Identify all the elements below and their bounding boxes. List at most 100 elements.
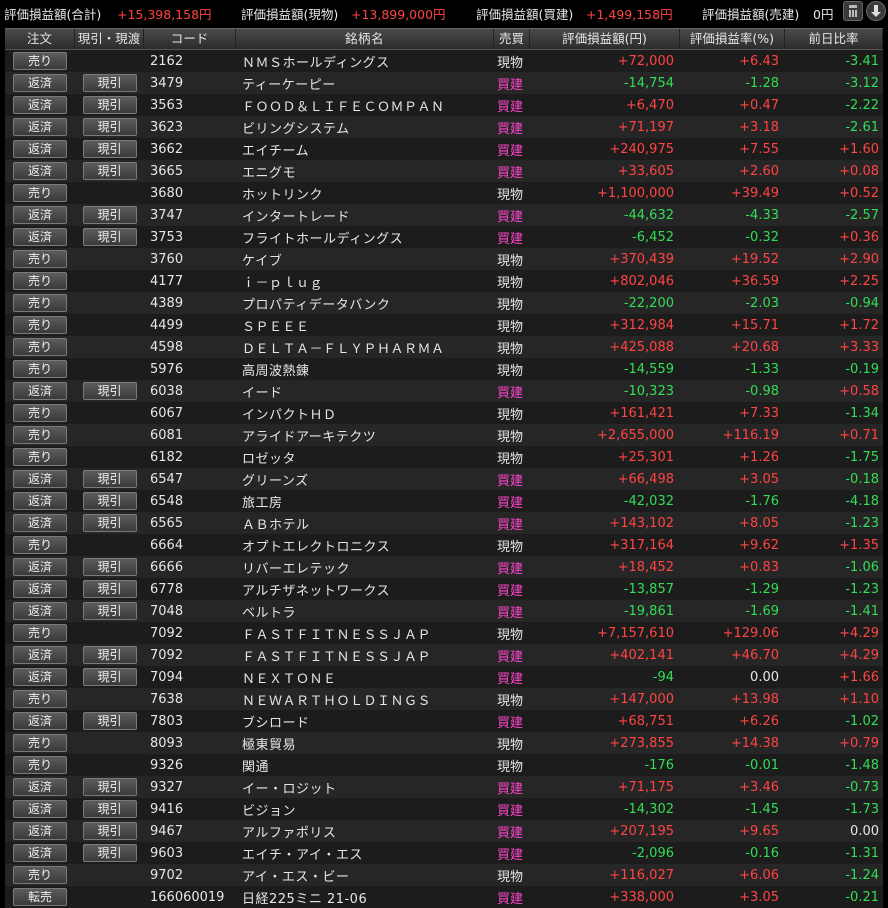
name-cell[interactable]: 極東貿易 <box>242 737 297 753</box>
name-cell[interactable]: ｉ－ｐｌｕｇ <box>242 275 324 291</box>
col-genbiki[interactable]: 現引・現渡 <box>75 29 144 49</box>
order-button[interactable]: 返済 <box>13 96 67 114</box>
name-cell[interactable]: ＤＥＬＴＡ－ＦＬＹＰＨＡＲＭＡ <box>242 341 445 357</box>
genbiki-button[interactable]: 現引 <box>82 646 137 664</box>
order-button[interactable]: 返済 <box>13 382 67 400</box>
name-cell[interactable]: エニグモ <box>242 165 297 181</box>
col-prev[interactable]: 前日比率 <box>785 29 883 49</box>
order-button[interactable]: 返済 <box>13 800 67 818</box>
order-button[interactable]: 返済 <box>13 140 67 158</box>
genbiki-button[interactable]: 現引 <box>82 470 137 488</box>
order-button[interactable]: 売り <box>13 756 67 774</box>
order-button[interactable]: 返済 <box>13 602 67 620</box>
name-cell[interactable]: インパクトＨＤ <box>242 407 337 423</box>
order-button[interactable]: 売り <box>13 316 67 334</box>
order-button[interactable]: 返済 <box>13 844 67 862</box>
genbiki-button[interactable]: 現引 <box>82 228 137 246</box>
order-button[interactable]: 返済 <box>13 228 67 246</box>
name-cell[interactable]: ＦＡＳＴＦＩＴＮＥＳＳＪＡＰ <box>242 627 432 643</box>
name-cell[interactable]: イード <box>242 385 283 401</box>
order-button[interactable]: 売り <box>13 536 67 554</box>
order-button[interactable]: 転売 <box>13 888 67 906</box>
genbiki-button[interactable]: 現引 <box>82 140 137 158</box>
genbiki-button[interactable]: 現引 <box>82 74 137 92</box>
order-button[interactable]: 返済 <box>13 118 67 136</box>
genbiki-button[interactable]: 現引 <box>82 96 137 114</box>
name-cell[interactable]: アルチザネットワークス <box>242 583 390 599</box>
col-code[interactable]: コード <box>144 29 236 49</box>
genbiki-button[interactable]: 現引 <box>82 492 137 510</box>
order-button[interactable]: 返済 <box>13 580 67 598</box>
genbiki-button[interactable]: 現引 <box>82 712 137 730</box>
name-cell[interactable]: グリーンズ <box>242 473 309 489</box>
name-cell[interactable]: ＮＭＳホールディングス <box>242 55 390 71</box>
name-cell[interactable]: イー・ロジット <box>242 781 337 797</box>
order-button[interactable]: 返済 <box>13 514 67 532</box>
name-cell[interactable]: ＡＢホテル <box>242 517 310 533</box>
name-cell[interactable]: ＦＯＯＤ＆ＬＩＦＥＣＯＭＰＡＮ <box>242 99 445 115</box>
order-button[interactable]: 売り <box>13 338 67 356</box>
order-button[interactable]: 返済 <box>13 668 67 686</box>
order-button[interactable]: 売り <box>13 624 67 642</box>
genbiki-button[interactable]: 現引 <box>82 514 137 532</box>
order-button[interactable]: 返済 <box>13 492 67 510</box>
order-button[interactable]: 売り <box>13 184 67 202</box>
name-cell[interactable]: アイ・エス・ビー <box>242 869 350 885</box>
name-cell[interactable]: リバーエレテック <box>242 561 351 577</box>
genbiki-button[interactable]: 現引 <box>82 602 137 620</box>
order-button[interactable]: 返済 <box>13 74 67 92</box>
genbiki-button[interactable]: 現引 <box>82 558 137 576</box>
genbiki-button[interactable]: 現引 <box>82 206 137 224</box>
order-button[interactable]: 売り <box>13 404 67 422</box>
name-cell[interactable]: ベルトラ <box>242 605 297 621</box>
name-cell[interactable]: 日経225ミニ 21-06 <box>242 891 368 907</box>
order-button[interactable]: 返済 <box>13 712 67 730</box>
name-cell[interactable]: ビジョン <box>242 803 297 819</box>
name-cell[interactable]: オプトエレクトロニクス <box>242 539 391 555</box>
order-button[interactable]: 返済 <box>13 778 67 796</box>
name-cell[interactable]: ケイブ <box>242 253 283 269</box>
name-cell[interactable]: ロゼッタ <box>242 451 297 467</box>
name-cell[interactable]: エイチ・アイ・エス <box>242 847 363 863</box>
name-cell[interactable]: アルファポリス <box>242 825 337 841</box>
genbiki-button[interactable]: 現引 <box>82 118 137 136</box>
name-cell[interactable]: プロパティデータバンク <box>242 297 391 313</box>
genbiki-button[interactable]: 現引 <box>82 580 137 598</box>
order-button[interactable]: 返済 <box>13 822 67 840</box>
col-rate[interactable]: 評価損益率(%) <box>680 29 785 49</box>
name-cell[interactable]: エイチーム <box>242 143 310 159</box>
genbiki-button[interactable]: 現引 <box>82 382 137 400</box>
order-button[interactable]: 返済 <box>13 646 67 664</box>
name-cell[interactable]: ビリングシステム <box>242 121 350 137</box>
name-cell[interactable]: ＮＥＸＴＯＮＥ <box>242 671 337 687</box>
genbiki-button[interactable]: 現引 <box>82 162 137 180</box>
name-cell[interactable]: 関通 <box>242 759 270 775</box>
name-cell[interactable]: インタートレード <box>242 209 351 225</box>
order-button[interactable]: 売り <box>13 866 67 884</box>
col-side[interactable]: 売買 <box>494 29 530 49</box>
order-button[interactable]: 売り <box>13 272 67 290</box>
genbiki-button[interactable]: 現引 <box>82 668 137 686</box>
genbiki-button[interactable]: 現引 <box>82 844 137 862</box>
order-button[interactable]: 返済 <box>13 558 67 576</box>
name-cell[interactable]: ホットリンク <box>242 187 324 203</box>
genbiki-button[interactable]: 現引 <box>82 800 137 818</box>
order-button[interactable]: 返済 <box>13 206 67 224</box>
order-button[interactable]: 売り <box>13 448 67 466</box>
col-name[interactable]: 銘柄名 <box>236 29 494 49</box>
order-button[interactable]: 売り <box>13 690 67 708</box>
order-button[interactable]: 返済 <box>13 470 67 488</box>
order-button[interactable]: 売り <box>13 52 67 70</box>
genbiki-button[interactable]: 現引 <box>82 822 137 840</box>
name-cell[interactable]: ＦＡＳＴＦＩＴＮＥＳＳＪＡＰ <box>242 649 432 665</box>
order-button[interactable]: 売り <box>13 734 67 752</box>
name-cell[interactable]: ブシロード <box>242 715 310 731</box>
col-order[interactable]: 注文 <box>5 29 75 49</box>
name-cell[interactable]: フライトホールディングス <box>242 231 404 247</box>
genbiki-button[interactable]: 現引 <box>82 778 137 796</box>
name-cell[interactable]: アライドアーキテクツ <box>242 429 377 445</box>
name-cell[interactable]: ティーケーピー <box>242 77 336 93</box>
calculator-icon[interactable] <box>843 1 863 21</box>
name-cell[interactable]: 旅工房 <box>242 495 283 511</box>
order-button[interactable]: 売り <box>13 250 67 268</box>
